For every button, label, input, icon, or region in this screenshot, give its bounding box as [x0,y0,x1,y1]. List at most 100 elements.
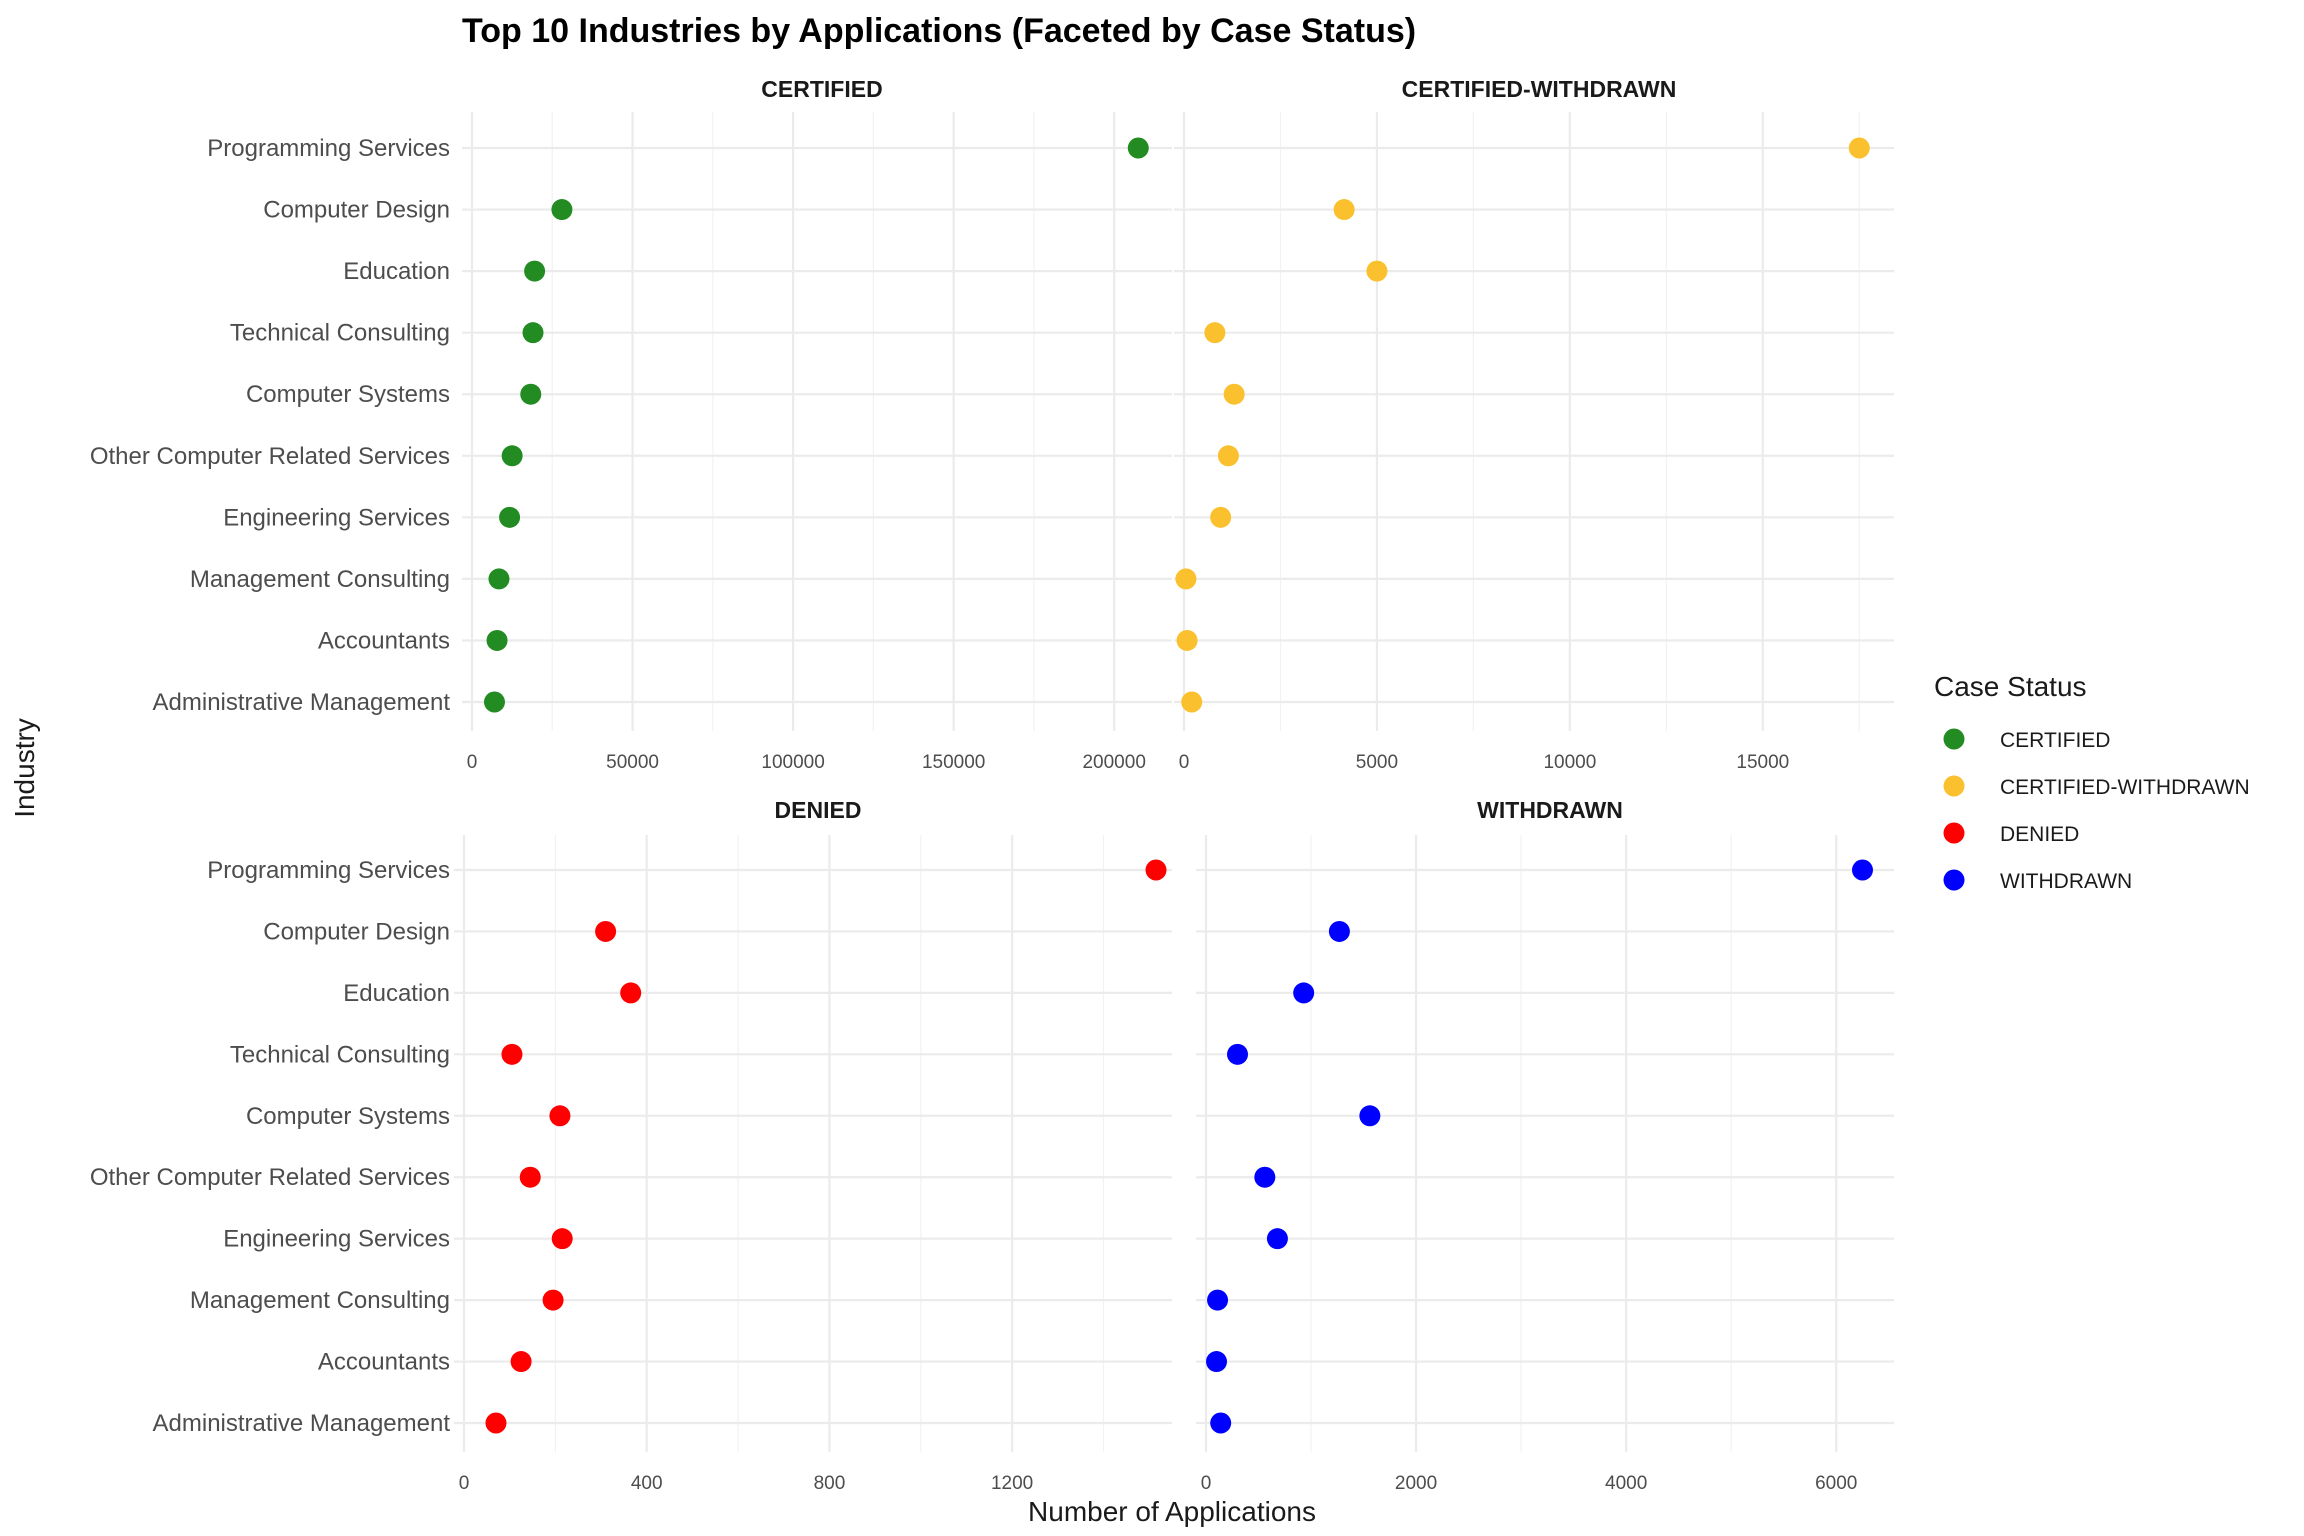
facet-withdrawn: WITHDRAWN 0 2000 4000 6000 [1196,797,1894,1494]
data-point-withdrawn-management-consulting [1207,1289,1229,1311]
legend-item-certified-withdrawn: CERTIFIED-WITHDRAWN [1943,775,2250,799]
x-tick-label: 800 [814,1473,846,1494]
x-tick-label: 50000 [606,752,659,773]
legend-entries: CERTIFIED CERTIFIED-WITHDRAWN DENIED WITHDR… [1943,728,2250,893]
data-point-withdrawn-education [1293,982,1315,1004]
data-point-withdrawn-technical-consulting [1227,1043,1249,1065]
x-tick-label: 100000 [761,752,824,773]
x-tick-label: 5000 [1356,752,1398,773]
data-point-denied-other-computer-related-services [519,1166,541,1188]
legend-label: WITHDRAWN [2000,870,2132,893]
legend-key-denied [1943,822,1965,844]
x-tick-label: 2000 [1395,1473,1437,1494]
data-point-withdrawn-computer-design [1328,920,1350,942]
data-point-certified-accountants [486,629,508,651]
facet-strip-title: CERTIFIED [761,76,882,102]
legend-label: CERTIFIED-WITHDRAWN [2000,776,2250,799]
data-point-certified-withdrawn-computer-systems [1223,383,1245,405]
x-tick-label: 6000 [1815,1473,1857,1494]
data-point-withdrawn-other-computer-related-services [1254,1166,1276,1188]
y-tick-label: Engineering Services [223,1226,450,1253]
y-tick-label: Computer Systems [246,381,450,408]
y-tick-label: Other Computer Related Services [90,443,450,470]
y-tick-label: Computer Systems [246,1103,450,1130]
x-tick-label: 1200 [991,1473,1033,1494]
data-point-withdrawn-accountants [1206,1351,1228,1373]
data-point-certified-computer-design [551,199,573,221]
data-point-certified-programming-services [1127,137,1149,159]
data-point-certified-withdrawn-programming-services [1848,137,1870,159]
data-point-certified-engineering-services [499,506,521,528]
x-tick-label: 400 [631,1473,663,1494]
y-tick-label: Computer Design [263,918,450,945]
x-axis-title: Number of Applications [1028,1496,1316,1527]
data-point-certified-withdrawn-education [1366,260,1388,282]
y-tick-label: Management Consulting [190,1287,450,1314]
legend-item-certified: CERTIFIED [1943,728,2110,752]
y-tick-label: Engineering Services [223,504,450,531]
x-tick-label: 200000 [1082,752,1145,773]
y-tick-label: Other Computer Related Services [90,1164,450,1191]
x-tick-label: 0 [459,1473,470,1494]
data-point-denied-accountants [510,1351,532,1373]
legend-item-withdrawn: WITHDRAWN [1943,869,2132,893]
x-tick-label: 10000 [1543,752,1596,773]
data-point-certified-withdrawn-technical-consulting [1204,322,1226,344]
data-point-certified-computer-systems [520,383,542,405]
y-tick-label: Programming Services [207,857,450,884]
y-tick-label: Administrative Management [153,689,451,716]
data-point-denied-management-consulting [542,1289,564,1311]
legend-key-certified [1943,728,1965,750]
data-point-certified-management-consulting [488,568,510,590]
data-point-certified-withdrawn-engineering-services [1210,506,1232,528]
legend-label: CERTIFIED [2000,729,2110,752]
data-point-denied-programming-services [1145,859,1167,881]
y-tick-label: Computer Design [263,197,450,224]
chart-title: Top 10 Industries by Applications (Facet… [462,12,1416,50]
x-tick-label: 0 [1201,1473,1212,1494]
facet-denied: DENIED 0 400 800 1200 Programming Services Com… [90,797,1172,1494]
legend-key-withdrawn [1943,869,1965,891]
facet-strip-title: CERTIFIED-WITHDRAWN [1402,76,1677,102]
data-point-withdrawn-administrative-management [1210,1412,1232,1434]
y-tick-label: Management Consulting [190,566,450,593]
y-tick-label: Accountants [318,1349,450,1376]
data-point-certified-withdrawn-computer-design [1333,199,1355,221]
x-tick-label: 4000 [1605,1473,1647,1494]
y-tick-label: Education [343,980,450,1007]
data-point-denied-education [620,982,642,1004]
facet-certified: CERTIFIED 0 50000 100000 150000 200000 Program… [90,76,1172,773]
data-point-certified-education [524,260,546,282]
legend: Case Status CERTIFIED CERTIFIED-WITHDRAWN… [1934,671,2250,893]
data-point-certified-other-computer-related-services [501,445,523,467]
data-point-certified-administrative-management [483,691,505,713]
facet-certified-withdrawn: CERTIFIED-WITHDRAWN 0 5000 10000 15000 [1174,76,1894,773]
data-point-certified-withdrawn-management-consulting [1175,568,1197,590]
data-point-withdrawn-engineering-services [1266,1228,1288,1250]
y-tick-label: Education [343,258,450,285]
data-point-withdrawn-programming-services [1851,859,1873,881]
x-tick-label: 15000 [1736,752,1789,773]
legend-label: DENIED [2000,823,2079,846]
legend-key-certified-withdrawn [1943,775,1965,797]
data-point-denied-administrative-management [485,1412,507,1434]
y-tick-label: Programming Services [207,135,450,162]
x-tick-label: 0 [467,752,478,773]
x-tick-label: 0 [1179,752,1190,773]
data-point-denied-technical-consulting [501,1043,523,1065]
y-axis-title: Industry [9,718,40,818]
data-point-certified-technical-consulting [522,322,544,344]
facet-strip-title: DENIED [775,797,862,823]
legend-title: Case Status [1934,671,2087,702]
y-tick-label: Accountants [318,627,450,654]
data-point-denied-computer-design [595,920,617,942]
data-point-denied-engineering-services [551,1228,573,1250]
legend-item-denied: DENIED [1943,822,2079,846]
x-tick-label: 150000 [922,752,985,773]
y-tick-label: Technical Consulting [230,1041,450,1068]
data-point-denied-computer-systems [549,1105,571,1127]
facet-strip-title: WITHDRAWN [1477,797,1623,823]
data-point-certified-withdrawn-accountants [1176,629,1198,651]
